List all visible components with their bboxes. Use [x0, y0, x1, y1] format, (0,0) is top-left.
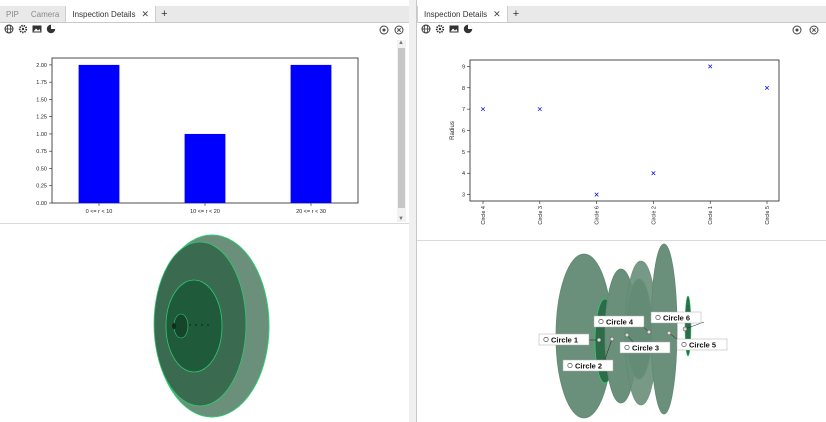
- add-tab-button[interactable]: +: [161, 8, 168, 20]
- x-tick-label: 20 <= r < 30: [296, 209, 326, 215]
- gear-icon[interactable]: [18, 24, 28, 34]
- y-tick-label: 8: [462, 86, 465, 92]
- scroll-down-arrow[interactable]: ▼: [398, 216, 404, 222]
- scatter-point: [764, 85, 770, 90]
- x-tick-label: Circle 6: [595, 206, 601, 225]
- close-icon[interactable]: ✕: [141, 8, 150, 19]
- disc-stack-model: [555, 243, 692, 419]
- circle-label-3-text: Circle 3: [632, 344, 659, 353]
- left-tab-bar: PIP Camera Inspection Details ✕ +: [0, 6, 409, 23]
- point-stroke: [480, 107, 486, 112]
- pick-points: [596, 326, 688, 343]
- x-tick-label: Circle 4: [481, 206, 487, 225]
- circle-label-1-text: Circle 1: [551, 336, 578, 345]
- scatter-point: [480, 107, 486, 112]
- y-tick-label: 4: [462, 171, 465, 177]
- point-stroke: [594, 192, 599, 197]
- tab-inspection-details[interactable]: Inspection Details ✕: [65, 6, 157, 22]
- y-tick-label: 7: [462, 107, 465, 113]
- right-toolbar: [421, 24, 473, 38]
- tab-pip[interactable]: PIP: [0, 6, 25, 22]
- plot-frame: [469, 59, 780, 202]
- panel-gap: [409, 0, 416, 422]
- 3d-viewport-right[interactable]: Circle 1 Circle 2 Circle 3 Circle 4 Circ…: [417, 241, 826, 422]
- viewport-divider: [0, 223, 409, 224]
- x-tick-label: Circle 1: [708, 206, 714, 225]
- y-tick-label: 6: [462, 129, 465, 135]
- bar: [78, 64, 120, 204]
- tab-label: Camera: [30, 9, 60, 19]
- add-tab-button[interactable]: +: [512, 8, 520, 20]
- left-panel: PIP Camera Inspection Details ✕ + 0.00 0.…: [0, 0, 410, 422]
- y-tick-label: 0.00: [36, 201, 47, 207]
- settings-icon[interactable]: [379, 25, 389, 35]
- bar-chart: 0.00 0.25 0.50 0.75 1.00 1.25 1.50 1.75 2.00 0 <=…: [36, 57, 359, 215]
- y-tick-label: 2.00: [36, 63, 47, 69]
- y-tick-label: 1.25: [36, 115, 47, 121]
- image-icon[interactable]: [32, 24, 42, 34]
- bar: [184, 133, 226, 203]
- tab-label: PIP: [6, 9, 19, 19]
- settings-icon[interactable]: [792, 25, 802, 35]
- globe-icon[interactable]: [421, 24, 431, 34]
- pie-chart-icon[interactable]: [463, 24, 473, 34]
- circle-label-3[interactable]: Circle 3: [619, 341, 671, 354]
- scatter-point: [537, 107, 542, 112]
- globe-icon[interactable]: [4, 24, 14, 34]
- right-tab-bar: Inspection Details ✕ +: [417, 6, 826, 23]
- y-tick-label: 9: [462, 64, 465, 70]
- point-stroke: [764, 85, 770, 90]
- y-tick-label: 3: [462, 193, 465, 199]
- y-tick-label: 1.50: [36, 97, 47, 103]
- tab-camera[interactable]: Camera: [25, 6, 65, 22]
- y-tick-label: 1.75: [36, 80, 47, 86]
- y-tick-label: 0.75: [36, 149, 47, 155]
- close-icon[interactable]: ✕: [493, 8, 501, 19]
- x-tick-label: 0 <= r < 10: [86, 209, 113, 215]
- disc-model: [153, 234, 270, 418]
- scatter-point: [594, 192, 599, 197]
- tab-inspection-details[interactable]: Inspection Details ✕: [417, 6, 508, 22]
- 3d-viewport-left[interactable]: [0, 224, 409, 422]
- circle-label-5-text: Circle 5: [689, 341, 716, 350]
- point-stroke: [651, 171, 656, 176]
- point-stroke: [708, 64, 713, 69]
- vertical-scrollbar[interactable]: ▲ ▼: [397, 40, 406, 222]
- circle-label-6-text: Circle 6: [663, 314, 690, 323]
- scroll-up-arrow[interactable]: ▲: [398, 40, 404, 46]
- viewport-divider: [417, 240, 826, 241]
- circle-label-4[interactable]: Circle 4: [593, 315, 645, 328]
- y-tick-label: 0.50: [36, 166, 47, 172]
- close-circle-icon[interactable]: [394, 25, 404, 35]
- x-tick-label: 10 <= r < 20: [190, 209, 220, 215]
- circle-label-1[interactable]: Circle 1: [538, 333, 590, 346]
- y-tick-label: 5: [462, 150, 465, 156]
- tab-label: Inspection Details: [424, 9, 488, 19]
- circle-label-2[interactable]: Circle 2: [562, 359, 614, 372]
- scatter-point: [708, 64, 713, 69]
- x-tick-label: Circle 3: [538, 206, 544, 225]
- scrollbar-thumb[interactable]: [398, 48, 405, 208]
- tab-label: Inspection Details: [72, 9, 136, 19]
- scatter-point: [651, 171, 656, 176]
- close-circle-icon[interactable]: [809, 25, 819, 35]
- gear-icon[interactable]: [435, 24, 445, 34]
- circle-label-6[interactable]: Circle 6: [650, 311, 702, 324]
- scatter-chart: 3 4 5 6 7 8 9 Radius Circle 4 Circle 3 Circle 6 Cir…: [450, 59, 780, 225]
- circle-label-2-text: Circle 2: [575, 362, 602, 371]
- y-tick-label: 0.25: [36, 184, 47, 190]
- right-panel: Inspection Details ✕ + 3 4 5 6 7 8 9 Radius Circ…: [416, 0, 826, 422]
- circle-label-4-text: Circle 4: [606, 318, 634, 327]
- bar: [290, 64, 332, 204]
- x-tick-label: Circle 2: [651, 206, 657, 225]
- pie-chart-icon[interactable]: [46, 24, 56, 34]
- x-tick-label: Circle 5: [765, 206, 771, 225]
- circle-label-5[interactable]: Circle 5: [676, 338, 728, 351]
- image-icon[interactable]: [449, 24, 459, 34]
- y-axis-label: Radius: [450, 121, 456, 140]
- left-toolbar: [4, 24, 56, 38]
- point-stroke: [537, 107, 542, 112]
- y-tick-label: 1.00: [36, 132, 47, 138]
